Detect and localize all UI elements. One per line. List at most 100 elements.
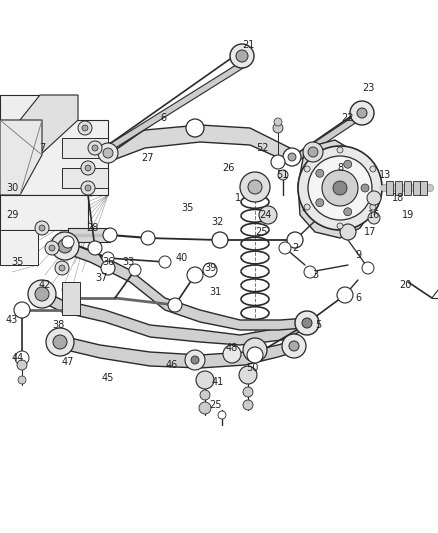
Circle shape	[361, 184, 369, 192]
Circle shape	[370, 166, 376, 172]
Text: 31: 31	[209, 287, 221, 297]
Circle shape	[248, 180, 262, 194]
Text: 6: 6	[355, 293, 361, 303]
Text: 21: 21	[242, 40, 254, 50]
Text: 25: 25	[256, 227, 268, 237]
Text: 9: 9	[355, 250, 361, 260]
Circle shape	[279, 242, 291, 254]
Circle shape	[223, 345, 241, 363]
Circle shape	[302, 318, 312, 328]
Circle shape	[141, 231, 155, 245]
Text: 8: 8	[337, 163, 343, 173]
Text: 40: 40	[176, 253, 188, 263]
Circle shape	[259, 206, 277, 224]
Circle shape	[28, 280, 56, 308]
Circle shape	[85, 185, 91, 191]
Text: 17: 17	[364, 227, 376, 237]
Polygon shape	[62, 282, 80, 315]
Text: 18: 18	[392, 193, 404, 203]
Circle shape	[35, 221, 49, 235]
Text: 32: 32	[212, 217, 224, 227]
Text: 7: 7	[39, 143, 45, 153]
Circle shape	[185, 350, 205, 370]
Text: 22: 22	[342, 113, 354, 123]
Circle shape	[46, 328, 74, 356]
Circle shape	[88, 141, 102, 155]
Text: 29: 29	[6, 210, 18, 220]
Circle shape	[15, 351, 29, 365]
Text: 35: 35	[12, 257, 24, 267]
Circle shape	[282, 334, 306, 358]
Circle shape	[85, 165, 91, 171]
Text: 27: 27	[142, 153, 154, 163]
Circle shape	[103, 228, 117, 242]
Circle shape	[55, 261, 69, 275]
Circle shape	[236, 50, 248, 62]
Circle shape	[39, 225, 45, 231]
Circle shape	[82, 125, 88, 131]
Circle shape	[322, 170, 358, 206]
Circle shape	[333, 181, 347, 195]
Circle shape	[18, 376, 26, 384]
Circle shape	[337, 287, 353, 303]
Circle shape	[308, 156, 372, 220]
Polygon shape	[62, 168, 108, 188]
Circle shape	[350, 101, 374, 125]
Text: 43: 43	[6, 315, 18, 325]
Circle shape	[243, 338, 267, 362]
Polygon shape	[0, 120, 108, 195]
Circle shape	[81, 181, 95, 195]
Polygon shape	[0, 195, 88, 230]
Polygon shape	[0, 95, 75, 120]
Text: 5: 5	[315, 320, 321, 330]
Polygon shape	[20, 95, 78, 155]
Text: 38: 38	[52, 320, 64, 330]
Circle shape	[218, 411, 226, 419]
Circle shape	[187, 267, 203, 283]
Text: 45: 45	[102, 373, 114, 383]
Text: 24: 24	[259, 210, 271, 220]
Circle shape	[53, 335, 67, 349]
Bar	[420, 181, 427, 195]
Circle shape	[295, 311, 319, 335]
Circle shape	[159, 256, 171, 268]
Text: 30: 30	[6, 183, 18, 193]
Circle shape	[92, 145, 98, 151]
Circle shape	[81, 161, 95, 175]
Circle shape	[283, 148, 301, 166]
Circle shape	[88, 241, 102, 255]
Text: 16: 16	[368, 210, 380, 220]
Text: 47: 47	[62, 357, 74, 367]
Circle shape	[49, 245, 55, 251]
Polygon shape	[108, 60, 248, 150]
Text: 48: 48	[226, 343, 238, 353]
Circle shape	[288, 153, 296, 161]
Circle shape	[239, 366, 257, 384]
Text: 13: 13	[379, 170, 391, 180]
Circle shape	[303, 142, 323, 162]
Bar	[404, 181, 411, 195]
Circle shape	[199, 402, 211, 414]
Text: 3: 3	[312, 270, 318, 280]
Circle shape	[273, 123, 283, 133]
Circle shape	[243, 387, 253, 397]
Text: 28: 28	[86, 223, 98, 233]
Circle shape	[58, 239, 72, 253]
Text: 2: 2	[292, 243, 298, 253]
Polygon shape	[68, 228, 110, 242]
Polygon shape	[292, 110, 366, 163]
Circle shape	[103, 148, 113, 158]
Circle shape	[337, 147, 343, 153]
Text: 26: 26	[222, 163, 234, 173]
Circle shape	[98, 143, 118, 163]
Text: 25: 25	[209, 400, 221, 410]
Circle shape	[362, 262, 374, 274]
Text: 20: 20	[399, 280, 411, 290]
Circle shape	[274, 118, 282, 126]
Circle shape	[344, 208, 352, 216]
Circle shape	[186, 119, 204, 137]
Circle shape	[308, 147, 318, 157]
Circle shape	[304, 204, 310, 210]
Polygon shape	[105, 125, 295, 165]
Text: 42: 42	[39, 280, 51, 290]
